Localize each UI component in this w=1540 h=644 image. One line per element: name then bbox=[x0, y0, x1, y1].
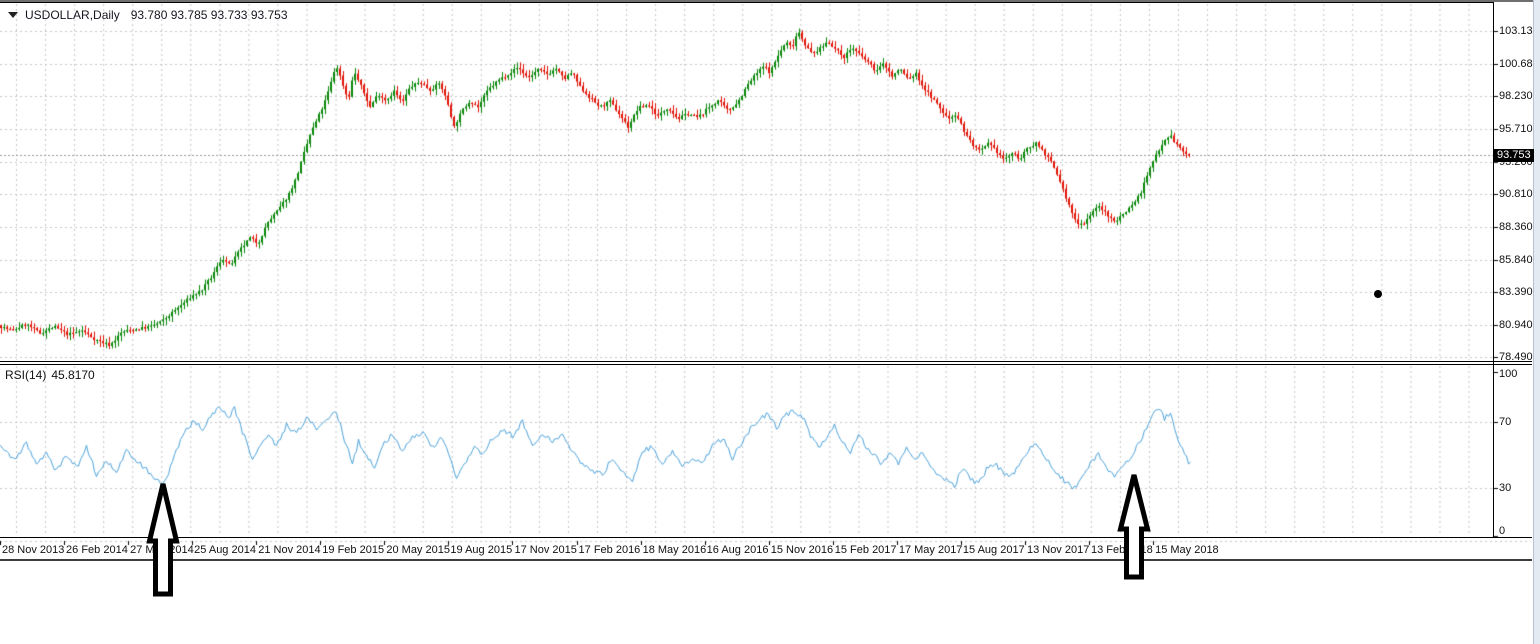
rsi-tick-label: 70 bbox=[1499, 415, 1512, 428]
vertical-scrollbar[interactable] bbox=[1533, 0, 1540, 644]
price-tick-label: 98.230 bbox=[1499, 90, 1533, 103]
date-tick-label: 25 Aug 2014 bbox=[194, 544, 256, 556]
price-tick-label: 88.360 bbox=[1499, 220, 1533, 233]
price-tick-label: 80.940 bbox=[1499, 318, 1533, 331]
date-tick-label: 15 Nov 2016 bbox=[770, 544, 834, 556]
date-tick-label: 15 Feb 2017 bbox=[834, 544, 897, 556]
current-price-badge: 93.753 bbox=[1494, 149, 1534, 162]
date-tick-label: 15 May 2018 bbox=[1155, 544, 1219, 556]
price-tick-label: 95.710 bbox=[1499, 123, 1533, 136]
date-tick-label: 16 Aug 2016 bbox=[706, 544, 769, 556]
date-tick-label: 17 Feb 2016 bbox=[578, 544, 641, 556]
date-tick-label: 15 Aug 2017 bbox=[962, 544, 1025, 556]
date-tick-label: 13 Nov 2017 bbox=[1026, 544, 1090, 556]
panel-splitter[interactable] bbox=[0, 361, 1532, 362]
rsi-name: RSI(14) bbox=[5, 368, 47, 382]
drawing-anchor-dot[interactable] bbox=[1374, 290, 1382, 298]
price-tick-label: 90.810 bbox=[1499, 188, 1533, 201]
price-tick-label: 83.390 bbox=[1499, 286, 1533, 299]
panel-right-border bbox=[1493, 2, 1494, 538]
main-panel-top-border bbox=[0, 2, 1494, 3]
symbol-timeframe-label: USDOLLAR,Daily bbox=[25, 8, 120, 22]
rsi-panel-top-border bbox=[0, 364, 1532, 365]
date-tick-label: 17 Nov 2015 bbox=[514, 544, 577, 556]
date-tick-label: 21 Nov 2014 bbox=[258, 544, 321, 556]
rsi-panel-bottom-border bbox=[0, 537, 1532, 538]
price-tick-label: 100.680 bbox=[1499, 57, 1539, 70]
date-tick-label: 19 Aug 2015 bbox=[450, 544, 513, 556]
date-tick-label: 20 May 2015 bbox=[386, 544, 450, 556]
window-top-edge bbox=[0, 0, 1540, 2]
up-arrow-annotation-1[interactable] bbox=[140, 479, 186, 599]
date-tick-label: 18 May 2016 bbox=[642, 544, 707, 556]
symbol-dropdown-icon[interactable] bbox=[8, 12, 18, 18]
price-tick-label: 103.130 bbox=[1499, 25, 1539, 38]
date-tick-label: 19 Feb 2015 bbox=[322, 544, 385, 556]
chart-title: USDOLLAR,Daily 93.780 93.785 93.733 93.7… bbox=[8, 8, 288, 22]
date-tick-label: 17 May 2017 bbox=[898, 544, 963, 556]
date-tick-label: 28 Nov 2013 bbox=[2, 544, 65, 556]
window-bottom-frame bbox=[0, 559, 1532, 561]
rsi-tick-label: 0 bbox=[1499, 525, 1506, 537]
rsi-value: 45.8170 bbox=[51, 368, 95, 382]
price-tick-label: 78.490 bbox=[1499, 351, 1533, 364]
date-tick-label: 26 Feb 2014 bbox=[66, 544, 128, 556]
up-arrow-annotation-2[interactable] bbox=[1111, 470, 1157, 582]
rsi-indicator-label: RSI(14) 45.8170 bbox=[5, 368, 95, 382]
rsi-tick-label: 30 bbox=[1499, 481, 1512, 494]
rsi-tick-label: 100 bbox=[1499, 368, 1518, 380]
price-tick-label: 85.840 bbox=[1499, 253, 1533, 266]
ohlc-quotes: 93.780 93.785 93.733 93.753 bbox=[130, 8, 288, 22]
